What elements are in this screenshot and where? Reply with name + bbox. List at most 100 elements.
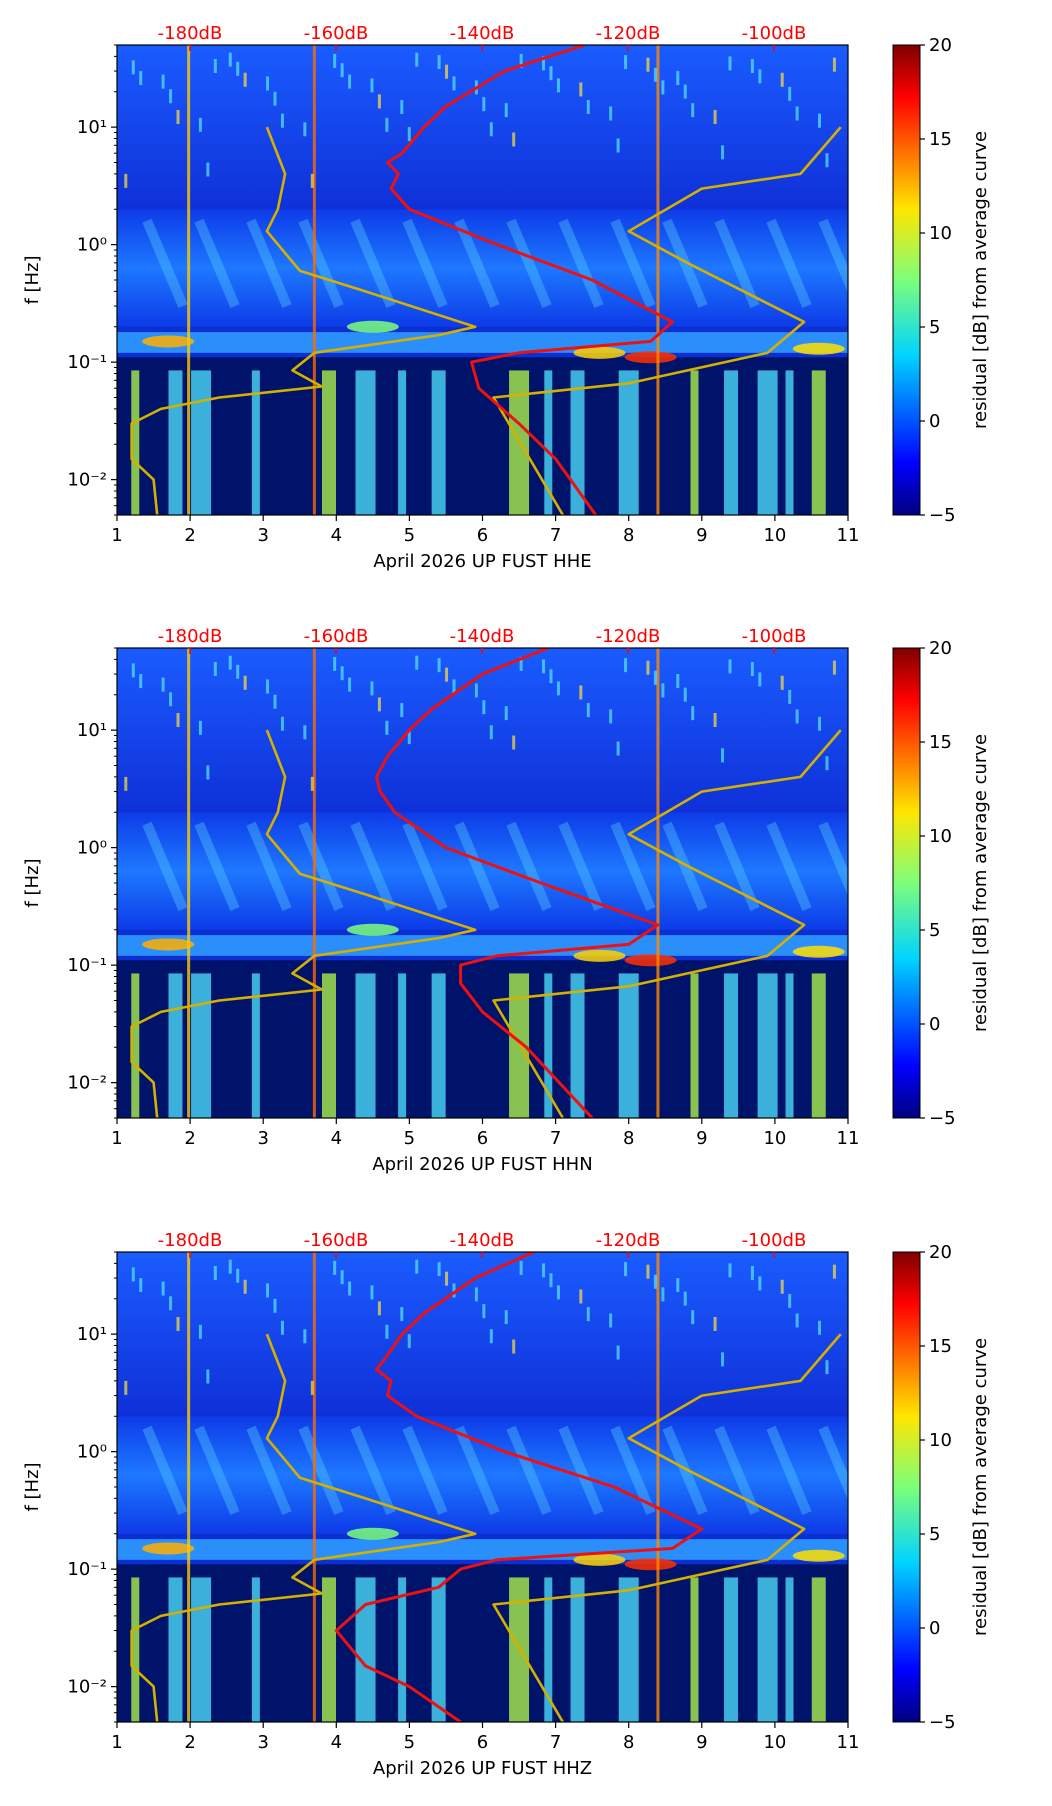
heatmap-speck <box>832 660 836 675</box>
x-tick-label: 9 <box>696 525 707 546</box>
heatmap-streak <box>610 821 656 912</box>
heatmap-speck <box>609 709 613 724</box>
heatmap-burst <box>618 1577 639 1722</box>
heatmap-speck <box>377 697 381 712</box>
heatmap-speck <box>452 1283 456 1298</box>
heatmap-speck <box>161 677 165 692</box>
heatmap-speck <box>437 55 441 70</box>
heatmap-spike <box>656 648 660 1118</box>
heatmap-streak <box>402 1425 448 1516</box>
x-tick-label: 6 <box>477 1732 488 1753</box>
x-tick-label: 5 <box>404 1732 415 1753</box>
heatmap-speck <box>377 1301 381 1316</box>
heatmap-streak <box>818 1425 848 1500</box>
heatmap-hotspot <box>624 351 677 364</box>
heatmap-streak <box>142 1425 188 1516</box>
heatmap-streak <box>298 218 344 309</box>
heatmap-speck <box>243 72 247 87</box>
heatmap-speck <box>542 56 546 71</box>
heatmap-speck <box>676 674 680 689</box>
heatmap-speck <box>556 681 560 696</box>
heatmap-speck <box>519 656 523 671</box>
heatmap-speck <box>228 1259 232 1274</box>
heatmap-streak <box>766 1425 812 1516</box>
x-tick-label: 6 <box>477 525 488 546</box>
spectrogram-panel-3: 1 2 3 4 5 6 7 8 9 10 11 10⁻² 10⁻¹ 10⁰ 10¹ f [Hz] April 2… <box>22 1230 991 1779</box>
heatmap-speck <box>206 162 210 177</box>
x-tick-label: 10 <box>763 525 786 546</box>
heatmap-burst <box>757 973 778 1118</box>
heatmap-speck <box>407 730 411 745</box>
heatmap-speck <box>795 1313 799 1328</box>
x-tick-label: 11 <box>837 1732 860 1753</box>
heatmap-streak <box>298 821 344 912</box>
heatmap-streak <box>142 218 188 309</box>
x-axis-label: April 2026 UP FUST HHZ <box>373 1758 592 1779</box>
heatmap-burst <box>570 370 585 515</box>
y-tick-label: 10¹ <box>77 1324 107 1345</box>
heatmap-hotspot <box>346 1527 399 1540</box>
heatmap-speck <box>556 1285 560 1300</box>
heatmap-speck <box>780 72 784 87</box>
x-tick-label: 10 <box>763 1732 786 1753</box>
db-tick-label: -140dB <box>450 23 515 44</box>
heatmap-burst <box>251 973 260 1118</box>
heatmap-streak <box>662 821 708 912</box>
heatmap-speck <box>407 127 411 142</box>
heatmap-speck <box>370 681 374 696</box>
colorbar-tick-label: 0 <box>929 1014 940 1035</box>
microseism-band <box>117 1539 848 1560</box>
heatmap-speck <box>445 667 449 682</box>
heatmap-burst <box>251 370 260 515</box>
heatmap-spike <box>656 1252 660 1722</box>
heatmap-burst <box>431 1577 446 1722</box>
heatmap-hotspot <box>142 1542 195 1555</box>
heatmap-speck <box>624 55 628 70</box>
heatmap-speck <box>482 97 486 112</box>
heatmap-low-freq <box>117 1564 848 1722</box>
heatmap-burst <box>811 370 826 515</box>
heatmap-streak <box>714 218 760 309</box>
heatmap-hotspot <box>792 945 845 958</box>
heatmap-speck <box>131 60 135 75</box>
heatmap-speck <box>758 69 762 84</box>
colorbar-label: residual [dB] from average curve <box>970 1338 991 1636</box>
heatmap-speck <box>206 765 210 780</box>
heatmap-speck <box>504 1310 508 1325</box>
heatmap-speck <box>198 1324 202 1339</box>
heatmap-streak <box>610 218 656 309</box>
heatmap-speck <box>131 1267 135 1282</box>
heatmap-streak <box>246 1425 292 1516</box>
heatmap-speck <box>169 692 173 707</box>
heatmap-speck <box>228 655 232 670</box>
x-tick-label: 7 <box>550 525 561 546</box>
heatmap-streak <box>506 821 552 912</box>
heatmap-streak <box>714 1425 760 1516</box>
heatmap-speck <box>273 91 277 106</box>
db-tick-label: -100dB <box>742 626 807 647</box>
y-tick-label: 10⁻¹ <box>67 352 107 373</box>
colorbar-tick-label: 10 <box>929 1430 952 1451</box>
db-tick-label: -160dB <box>304 626 369 647</box>
heatmap-speck <box>266 679 270 694</box>
db-tick-label: -180dB <box>158 1230 223 1251</box>
heatmap-streak <box>246 218 292 309</box>
heatmap-speck <box>661 1287 665 1302</box>
heatmap-speck <box>385 720 389 735</box>
heatmap-speck <box>818 113 822 128</box>
x-tick-label: 4 <box>331 1732 342 1753</box>
heatmap-speck <box>348 1281 352 1296</box>
colorbar-tick-label: −5 <box>929 1712 956 1733</box>
heatmap-speck <box>169 89 173 104</box>
heatmap-speck <box>273 694 277 709</box>
x-tick-label: 5 <box>404 1128 415 1149</box>
heatmap-speck <box>176 712 180 727</box>
plot-area <box>117 1252 848 1722</box>
x-tick-label: 8 <box>623 525 634 546</box>
heatmap-burst <box>690 370 699 515</box>
heatmap-hotspot <box>624 1558 677 1571</box>
heatmap-hotspot <box>573 346 626 359</box>
heatmap-speck <box>825 756 829 771</box>
heatmap-burst <box>618 370 639 515</box>
heatmap-burst <box>191 973 212 1118</box>
